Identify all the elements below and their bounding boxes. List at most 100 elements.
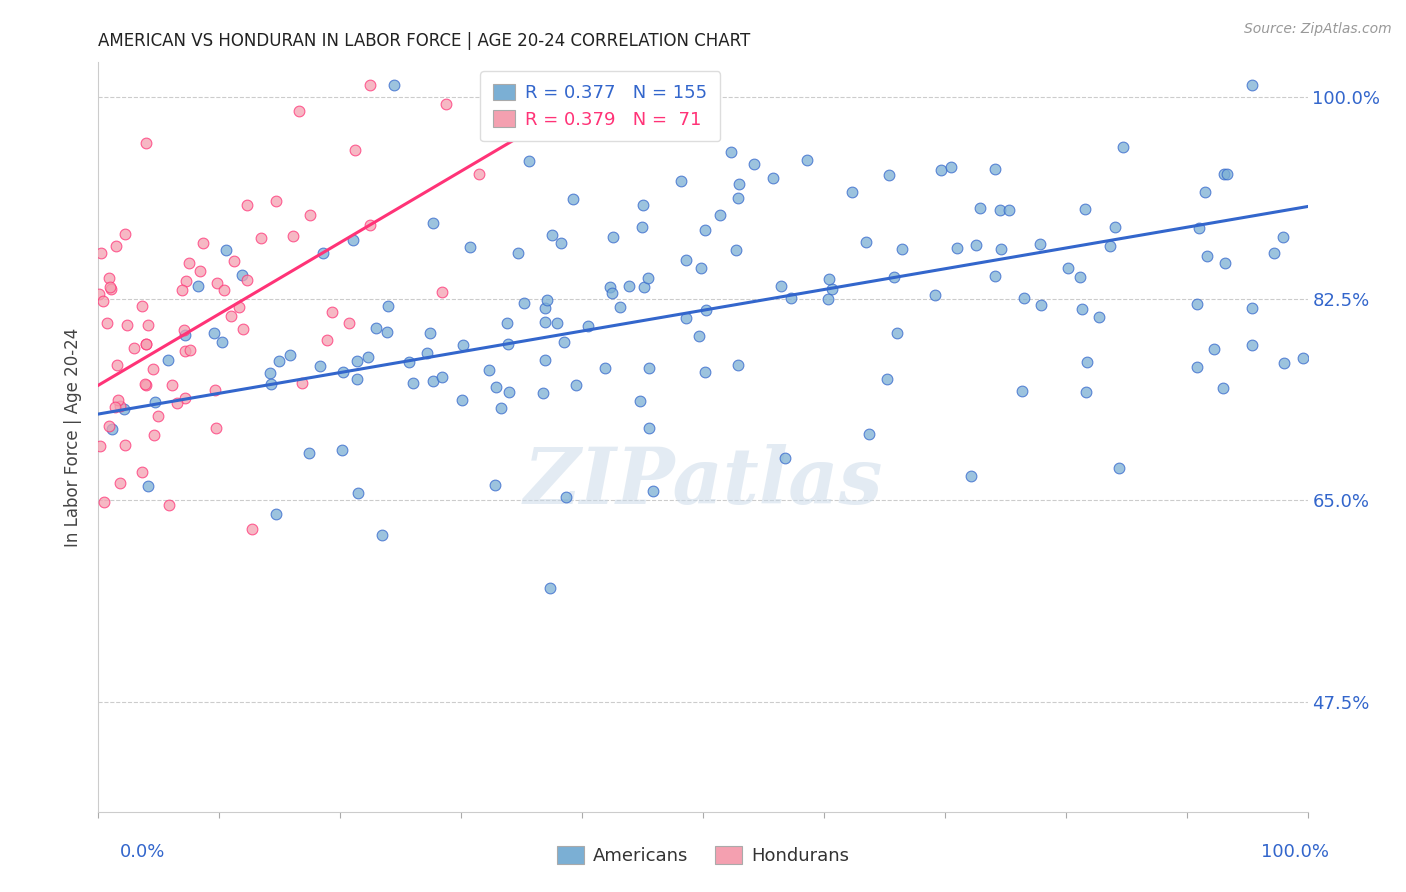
Point <box>1213 256 1236 270</box>
Point <box>232 322 254 336</box>
Point <box>553 334 575 349</box>
Point <box>430 285 453 300</box>
Point <box>235 198 257 212</box>
Point <box>1204 342 1226 356</box>
Point <box>1029 237 1052 252</box>
Point <box>762 171 785 186</box>
Point <box>264 194 287 209</box>
Point <box>136 318 159 332</box>
Point <box>728 178 751 192</box>
Point <box>891 243 914 257</box>
Point <box>231 268 253 282</box>
Point <box>536 293 558 308</box>
Point <box>240 522 263 536</box>
Point <box>434 96 457 111</box>
Point <box>775 451 797 466</box>
Point <box>1071 302 1094 317</box>
Point <box>188 264 211 278</box>
Point <box>780 291 803 305</box>
Point <box>205 421 228 435</box>
Point <box>693 222 716 236</box>
Point <box>342 233 364 247</box>
Point <box>108 399 131 413</box>
Point <box>207 276 229 290</box>
Point <box>288 103 311 118</box>
Point <box>478 363 501 377</box>
Point <box>344 143 367 157</box>
Point <box>496 317 519 331</box>
Point <box>1112 140 1135 154</box>
Point <box>141 362 163 376</box>
Point <box>1241 338 1264 352</box>
Point <box>534 353 557 368</box>
Point <box>988 203 1011 218</box>
Point <box>1216 167 1239 181</box>
Point <box>675 253 697 268</box>
Point <box>215 243 238 257</box>
Point <box>494 78 516 93</box>
Point <box>1240 301 1263 315</box>
Point <box>468 167 491 181</box>
Point <box>633 280 655 294</box>
Point <box>375 325 398 339</box>
Point <box>709 208 731 222</box>
Point <box>1056 261 1078 276</box>
Point <box>114 437 136 451</box>
Point <box>688 328 710 343</box>
Point <box>236 273 259 287</box>
Point <box>998 203 1021 218</box>
Point <box>593 361 616 376</box>
Point <box>541 227 564 242</box>
Point <box>924 287 946 301</box>
Point <box>534 315 557 329</box>
Point <box>346 354 368 368</box>
Point <box>485 115 508 129</box>
Point <box>135 136 157 150</box>
Point <box>675 310 697 325</box>
Point <box>415 346 437 360</box>
Point <box>1108 461 1130 475</box>
Point <box>669 174 692 188</box>
Point <box>187 279 209 293</box>
Point <box>371 528 394 542</box>
Point <box>990 242 1012 256</box>
Point <box>1011 384 1033 398</box>
Point <box>506 246 529 260</box>
Text: Source: ZipAtlas.com: Source: ZipAtlas.com <box>1244 22 1392 37</box>
Point <box>90 245 112 260</box>
Point <box>211 334 233 349</box>
Point <box>1263 246 1285 260</box>
Legend: R = 0.377   N = 155, R = 0.379   N =  71: R = 0.377 N = 155, R = 0.379 N = 71 <box>481 71 720 142</box>
Point <box>1069 269 1091 284</box>
Point <box>631 220 654 235</box>
Point <box>166 396 188 410</box>
Point <box>134 377 156 392</box>
Point <box>883 269 905 284</box>
Point <box>291 376 314 390</box>
Point <box>858 426 880 441</box>
Point <box>600 286 623 301</box>
Point <box>347 486 370 500</box>
Point <box>174 327 197 342</box>
Point <box>939 160 962 174</box>
Point <box>821 282 844 296</box>
Point <box>628 393 651 408</box>
Point <box>221 309 243 323</box>
Point <box>877 168 900 182</box>
Point <box>555 490 578 504</box>
Point <box>727 191 749 205</box>
Point <box>965 238 987 252</box>
Point <box>143 428 166 442</box>
Point <box>1104 219 1126 234</box>
Point <box>104 238 127 252</box>
Point <box>617 279 640 293</box>
Point <box>224 254 246 268</box>
Point <box>249 230 271 244</box>
Point <box>496 336 519 351</box>
Point <box>297 446 319 460</box>
Point <box>886 326 908 340</box>
Point <box>1187 297 1209 311</box>
Point <box>97 271 120 285</box>
Point <box>160 378 183 392</box>
Point <box>173 343 195 358</box>
